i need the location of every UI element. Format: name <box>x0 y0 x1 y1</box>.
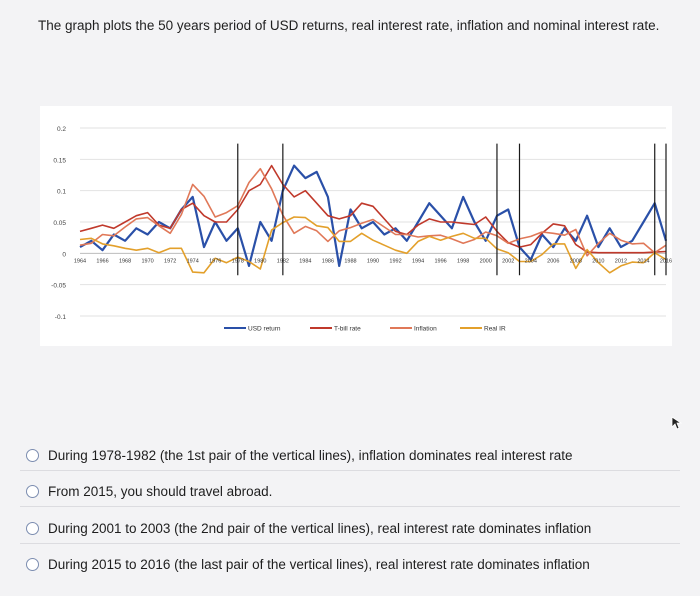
x-tick-label: 1988 <box>344 258 356 264</box>
answer-option-3[interactable]: During 2001 to 2003 (the 2nd pair of the… <box>26 517 676 539</box>
series-line-real-ir <box>79 216 667 274</box>
y-tick-label: 0 <box>62 251 66 258</box>
y-tick-label: 0.15 <box>53 157 66 164</box>
x-tick-label: 2002 <box>502 258 514 264</box>
x-tick-label: 1968 <box>119 258 131 264</box>
x-tick-label: 1982 <box>277 258 289 264</box>
legend-label: USD return <box>248 326 281 333</box>
y-tick-label: -0.05 <box>51 283 66 290</box>
x-tick-label: 1994 <box>412 258 424 264</box>
x-tick-label: 1992 <box>389 258 401 264</box>
legend-label: Real IR <box>484 326 506 333</box>
divider <box>20 506 680 507</box>
x-tick-label: 1998 <box>457 258 469 264</box>
series-line-t-bill-rate <box>79 164 667 254</box>
series-line-inflation <box>79 167 667 257</box>
x-tick-label: 1996 <box>434 258 446 264</box>
legend-label: Inflation <box>414 326 437 333</box>
radio-button-2[interactable] <box>26 484 39 498</box>
answer-option-2[interactable]: From 2015, you should travel abroad. <box>26 480 676 502</box>
x-tick-label: 2012 <box>615 258 627 264</box>
y-tick-label: 0.05 <box>53 220 66 227</box>
x-tick-label: 1972 <box>164 258 176 264</box>
x-tick-label: 2010 <box>592 258 604 264</box>
divider <box>20 543 680 544</box>
x-tick-label: 1980 <box>254 258 266 264</box>
x-tick-label: 1990 <box>367 258 379 264</box>
answer-option-2-label: From 2015, you should travel abroad. <box>48 483 273 499</box>
x-tick-label: 1976 <box>209 258 221 264</box>
radio-button-3[interactable] <box>26 521 39 535</box>
y-tick-label: 0.1 <box>57 189 66 196</box>
y-tick-label: -0.1 <box>55 314 67 321</box>
answer-option-1-label: During 1978-1982 (the 1st pair of the ve… <box>48 447 573 463</box>
x-tick-label: 1970 <box>141 258 153 264</box>
answer-option-3-label: During 2001 to 2003 (the 2nd pair of the… <box>48 520 592 536</box>
x-tick-label: 1986 <box>322 258 334 264</box>
chart: 0.2 0.15 0.1 0.05 0 -0.05 -0.1 1964 1966 1968 1970… <box>40 106 672 346</box>
x-tick-label: 2008 <box>570 258 582 264</box>
x-tick-label: 1964 <box>74 258 86 264</box>
x-tick-label: 2014 <box>637 258 649 264</box>
radio-button-1[interactable] <box>26 448 39 462</box>
x-tick-label: 2006 <box>547 258 559 264</box>
question-text: The graph plots the 50 years period of U… <box>38 18 660 33</box>
x-tick-label: 2016 <box>660 258 672 264</box>
x-tick-label: 2000 <box>480 258 492 264</box>
radio-button-4[interactable] <box>26 557 39 571</box>
x-tick-label: 1984 <box>299 258 311 264</box>
answer-option-4[interactable]: During 2015 to 2016 (the last pair of th… <box>26 553 676 575</box>
answer-option-1[interactable]: During 1978-1982 (the 1st pair of the ve… <box>26 444 676 466</box>
mouse-cursor-icon <box>671 416 683 430</box>
x-tick-label: 1974 <box>187 258 199 264</box>
y-tick-label: 0.2 <box>57 126 66 133</box>
line-chart: 0.2 0.15 0.1 0.05 0 -0.05 -0.1 1964 1966 1968 1970… <box>40 106 672 346</box>
x-tick-label: 2004 <box>525 258 537 264</box>
legend-label: T-bill rate <box>334 326 361 333</box>
divider <box>20 470 680 471</box>
x-tick-label: 1966 <box>96 258 108 264</box>
x-tick-label: 1978 <box>232 258 244 264</box>
answer-option-4-label: During 2015 to 2016 (the last pair of th… <box>48 556 590 572</box>
